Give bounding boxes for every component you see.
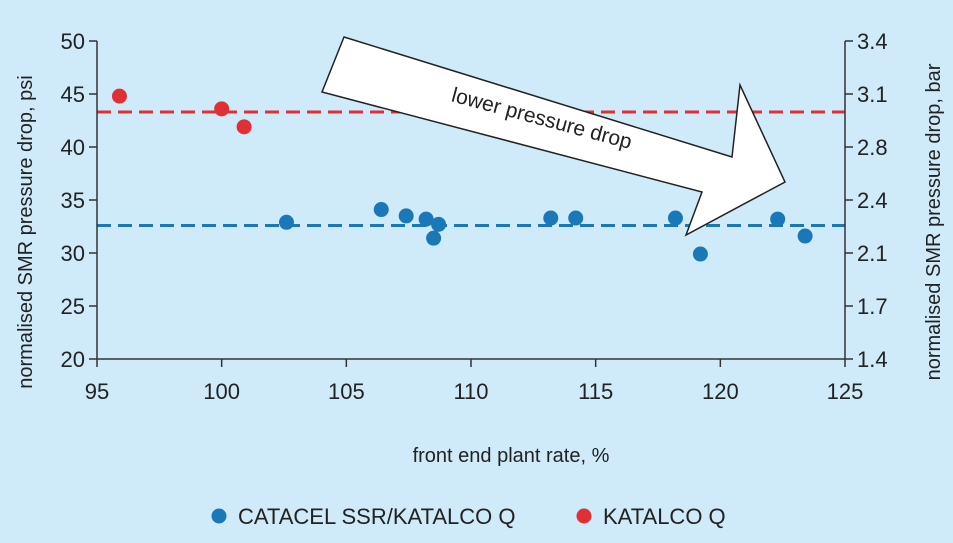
- y-axis-title-right: normalised SMR pressure drop, bar: [923, 63, 945, 380]
- data-point-catacel: [278, 214, 294, 230]
- data-point-catacel: [431, 216, 447, 232]
- left-y-ticks: 20 25 30 35 40 45 50: [61, 29, 97, 372]
- y-tick-label-right: 3.4: [857, 29, 888, 54]
- data-point-catacel: [692, 246, 708, 262]
- x-tick-label: 120: [702, 379, 739, 404]
- legend-item-katalco: KATALCO Q: [576, 504, 726, 529]
- legend: CATACEL SSR/KATALCO Q KATALCO Q: [211, 504, 726, 529]
- right-y-ticks: 1.4 1.7 2.1 2.4 2.8 3.1 3.4: [845, 29, 888, 372]
- data-point-catacel: [543, 210, 559, 226]
- arrow-shape: [320, 36, 786, 237]
- data-point-catacel: [373, 202, 389, 218]
- data-point-katalco: [111, 88, 127, 104]
- data-points: [111, 88, 813, 262]
- y-tick-label-right: 1.4: [857, 347, 888, 372]
- legend-label-catacel: CATACEL SSR/KATALCO Q: [238, 504, 516, 529]
- legend-item-catacel: CATACEL SSR/KATALCO Q: [211, 504, 516, 529]
- y-tick-label-left: 20: [61, 347, 85, 372]
- data-point-catacel: [398, 208, 414, 224]
- data-point-catacel: [770, 211, 786, 227]
- y-tick-label-left: 35: [61, 188, 85, 213]
- data-point-catacel: [797, 228, 813, 244]
- x-tick-label: 125: [827, 379, 864, 404]
- data-point-catacel: [667, 210, 683, 226]
- y-tick-label-left: 45: [61, 82, 85, 107]
- data-point-catacel: [568, 210, 584, 226]
- x-ticks: 95 100 105 110 115 120 125: [85, 359, 864, 404]
- legend-label-katalco: KATALCO Q: [603, 504, 726, 529]
- x-tick-label: 105: [328, 379, 365, 404]
- data-point-katalco: [236, 119, 252, 135]
- x-tick-label: 110: [453, 379, 488, 404]
- y-axis-title-left: normalised SMR pressure drop, psi: [15, 75, 37, 388]
- x-axis-title: front end plant rate, %: [413, 445, 610, 467]
- data-point-catacel: [426, 230, 442, 246]
- data-point-catacel: [418, 211, 434, 227]
- y-tick-label-right: 2.1: [857, 241, 888, 266]
- x-tick-label: 115: [578, 379, 613, 404]
- y-tick-label-right: 2.4: [857, 188, 888, 213]
- data-point-katalco: [214, 101, 230, 117]
- y-tick-label-left: 50: [61, 29, 85, 54]
- y-tick-label-left: 40: [61, 135, 85, 160]
- x-tick-label: 100: [203, 379, 240, 404]
- y-tick-label-right: 2.8: [857, 135, 888, 160]
- y-tick-label-right: 3.1: [857, 82, 888, 107]
- y-tick-label-right: 1.7: [857, 294, 888, 319]
- y-tick-label-left: 30: [61, 241, 85, 266]
- x-tick-label: 95: [85, 379, 109, 404]
- legend-swatch-catacel: [211, 508, 227, 524]
- y-tick-label-left: 25: [61, 294, 85, 319]
- legend-swatch-katalco: [576, 508, 592, 524]
